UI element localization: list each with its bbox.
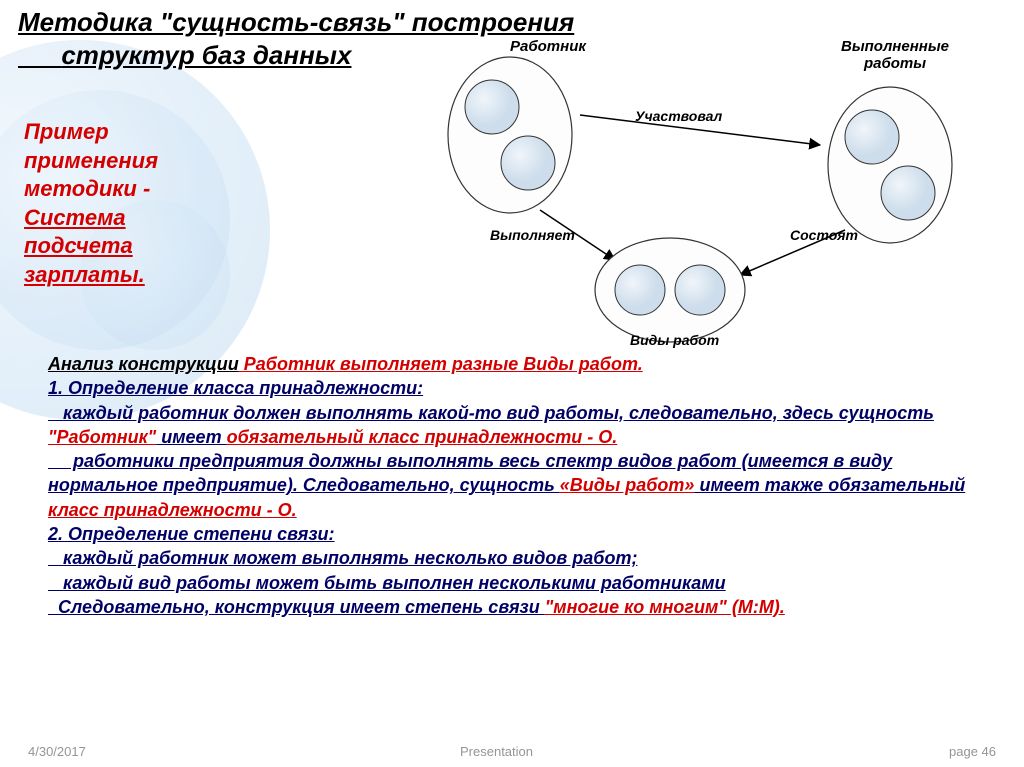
subtitle: Пример применения методики - Система под…	[24, 118, 158, 290]
label-job-types: Виды работ	[630, 332, 719, 348]
label-done-jobs: Выполненныеработы	[825, 38, 965, 72]
label-worker: Работник	[510, 38, 586, 55]
label-performs: Выполняет	[490, 227, 575, 243]
label-participated: Участвовал	[635, 108, 722, 124]
footer-page: page 46	[949, 744, 996, 759]
footer-date: 4/30/2017	[28, 744, 86, 759]
footer-presentation: Presentation	[460, 744, 533, 759]
label-consist: Состоят	[790, 227, 858, 243]
analysis-text: Анализ конструкции Работник выполняет ра…	[48, 352, 988, 619]
er-diagram	[430, 35, 1000, 345]
